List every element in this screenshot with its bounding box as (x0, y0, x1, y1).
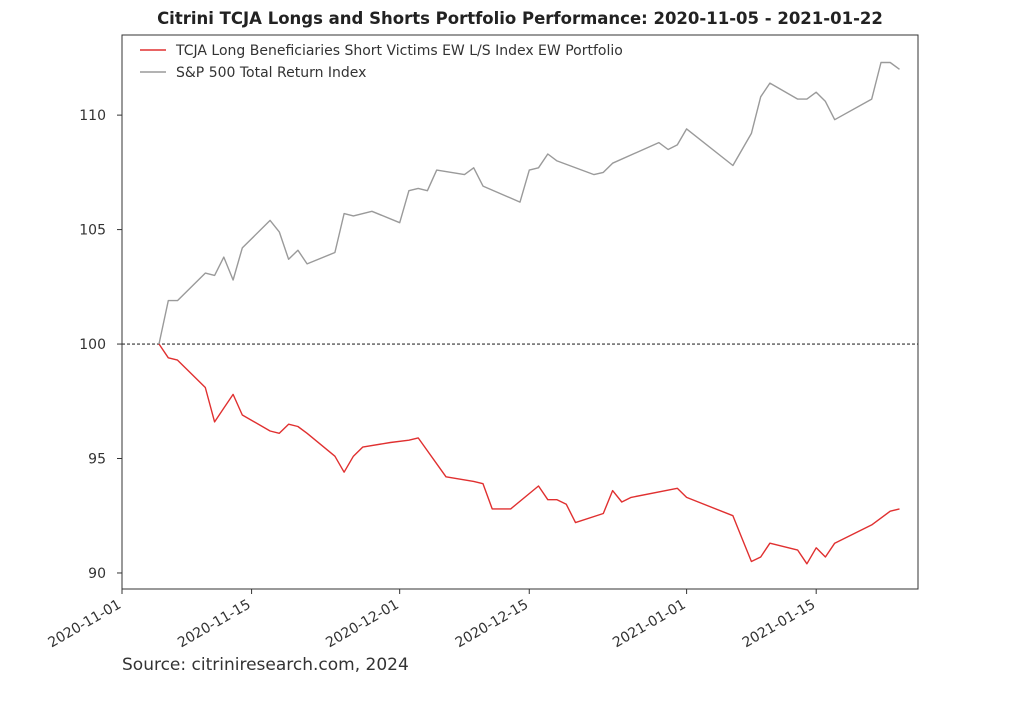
y-tick-label: 95 (88, 452, 106, 468)
x-tick-label: 2020-11-15 (175, 597, 253, 652)
series-layer (158, 61, 900, 565)
series-line-2 (158, 61, 900, 345)
plot-frame (121, 34, 919, 590)
y-axis: 90 95 100 105 110 (79, 108, 122, 582)
y-tick-label: 105 (79, 223, 106, 239)
legend-label-2: S&P 500 Total Return Index (176, 65, 366, 81)
y-tick-label: 90 (88, 566, 106, 582)
x-tick-label: 2021-01-15 (740, 597, 818, 652)
x-tick-label: 2020-11-01 (46, 597, 124, 652)
y-tick-label: 110 (79, 108, 106, 124)
legend: TCJA Long Beneficiaries Short Victims EW… (140, 43, 623, 81)
x-tick-label: 2021-01-01 (610, 597, 688, 652)
source-note: Source: citriniresearch.com, 2024 (122, 655, 409, 675)
legend-label-1: TCJA Long Beneficiaries Short Victims EW… (175, 43, 623, 59)
x-tick-label: 2020-12-01 (323, 597, 401, 652)
chart-title: Citrini TCJA Longs and Shorts Portfolio … (157, 9, 883, 28)
x-axis: 2020-11-01 2020-11-15 2020-12-01 2020-12-15… (46, 589, 818, 652)
x-tick-label: 2020-12-15 (453, 597, 531, 652)
y-tick-label: 100 (79, 337, 106, 353)
series-line-1 (158, 343, 900, 565)
